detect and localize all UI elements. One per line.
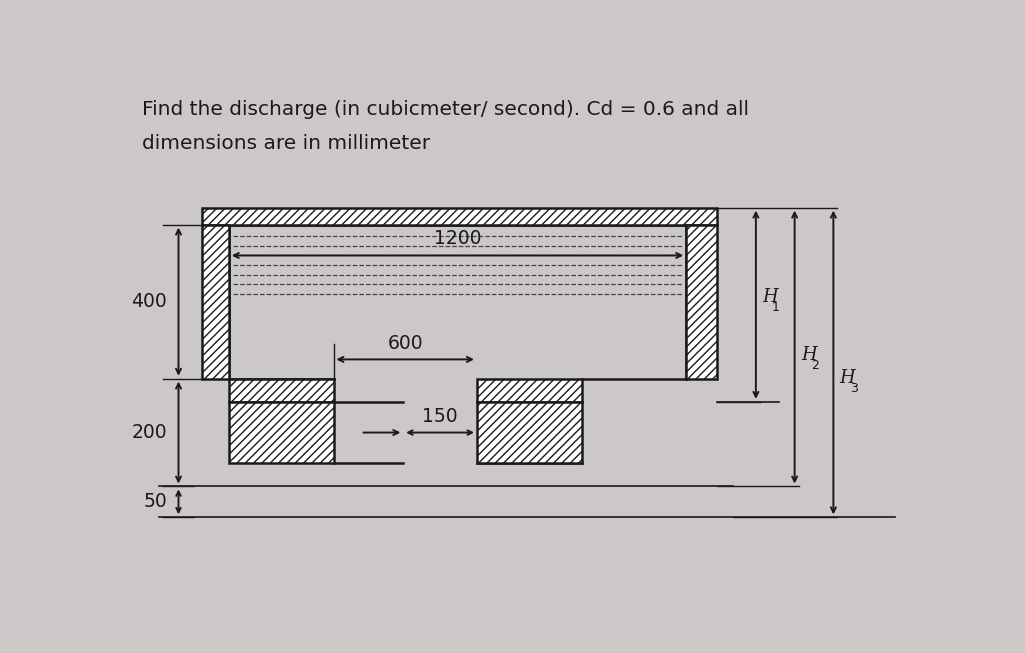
Text: 150: 150 xyxy=(422,407,458,426)
Text: 1200: 1200 xyxy=(434,229,482,247)
Text: 50: 50 xyxy=(144,492,167,511)
Text: 200: 200 xyxy=(131,423,167,442)
Text: 600: 600 xyxy=(387,334,423,353)
Text: H: H xyxy=(762,288,778,306)
Text: 400: 400 xyxy=(131,292,167,311)
Bar xyxy=(477,379,581,402)
Text: Find the discharge (in cubicmeter/ second). Cd = 0.6 and all: Find the discharge (in cubicmeter/ secon… xyxy=(142,100,749,119)
Text: H: H xyxy=(801,346,817,364)
Text: 1: 1 xyxy=(772,301,780,314)
Bar xyxy=(477,402,581,464)
Text: 2: 2 xyxy=(811,359,819,372)
Bar xyxy=(229,402,333,464)
Bar xyxy=(202,225,229,379)
Text: 3: 3 xyxy=(850,382,858,395)
Bar xyxy=(686,225,717,379)
Bar xyxy=(229,379,333,402)
Bar xyxy=(202,208,718,225)
Bar xyxy=(229,225,686,379)
Text: dimensions are in millimeter: dimensions are in millimeter xyxy=(142,134,430,153)
Text: H: H xyxy=(839,369,855,387)
